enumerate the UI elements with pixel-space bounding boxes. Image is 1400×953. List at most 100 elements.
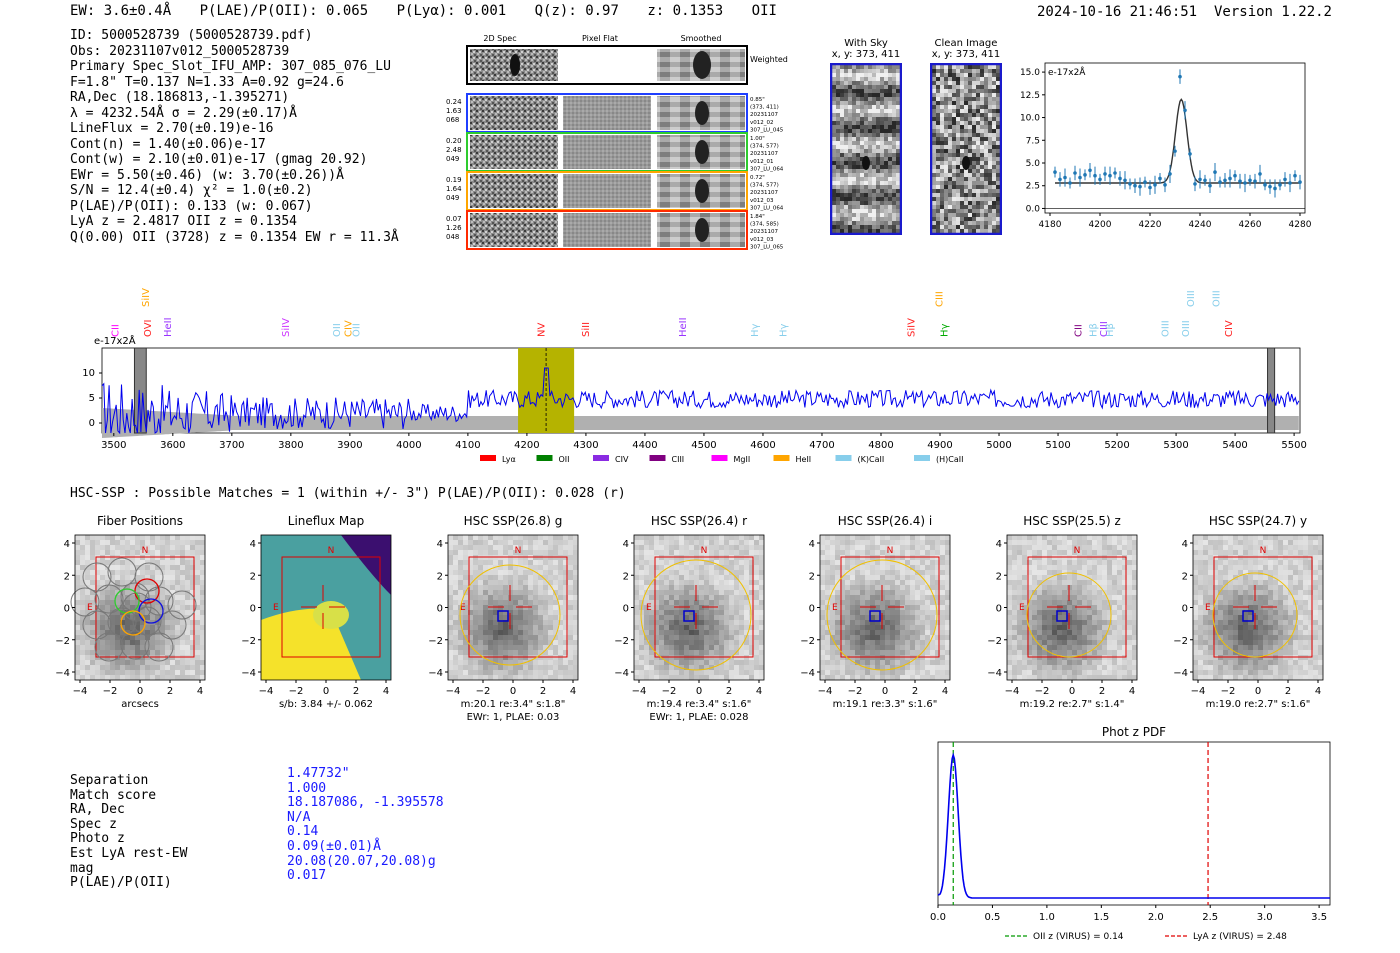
sky-pixel: [940, 213, 944, 217]
image-pixel: [925, 595, 931, 600]
image-pixel: [90, 615, 95, 620]
image-pixel: [552, 540, 558, 545]
sky-pixel: [960, 201, 964, 205]
image-pixel: [910, 630, 916, 635]
sky-pixel: [956, 117, 960, 121]
image-pixel: [497, 660, 503, 665]
sky-pixel: [836, 133, 840, 137]
image-pixel: [850, 625, 856, 630]
sky-pixel: [980, 229, 984, 233]
sky-pixel: [884, 89, 888, 93]
image-pixel: [920, 540, 926, 545]
sky-pixel: [860, 201, 864, 205]
image-pixel: [165, 630, 170, 635]
image-pixel: [195, 610, 200, 615]
image-pixel: [850, 620, 856, 625]
sky-pixel: [952, 69, 956, 73]
image-pixel: [643, 620, 649, 625]
sky-pixel: [840, 77, 844, 81]
sky-pixel: [884, 201, 888, 205]
image-pixel: [855, 575, 861, 580]
emission-line-label: OIII: [1160, 320, 1171, 337]
image-pixel: [517, 630, 523, 635]
image-pixel: [900, 580, 906, 585]
image-pixel: [743, 630, 749, 635]
sky-pixel: [892, 141, 896, 145]
panel-caption: m:19.4 re:3.4" s:1.6": [647, 699, 752, 710]
image-pixel: [638, 570, 644, 575]
image-pixel: [683, 670, 689, 675]
image-pixel: [915, 675, 921, 680]
image-pixel: [663, 620, 669, 625]
sky-pixel: [964, 209, 968, 213]
sky-pixel: [880, 205, 884, 209]
sky-pixel: [860, 97, 864, 101]
sky-pixel: [948, 97, 952, 101]
image-pixel: [663, 565, 669, 570]
image-pixel: [895, 570, 901, 575]
image-pixel: [945, 635, 951, 640]
image-pixel: [170, 535, 175, 540]
lineflux-blob: [313, 601, 350, 629]
image-pixel: [925, 675, 931, 680]
sky-pixel: [872, 197, 876, 201]
image-pixel: [572, 600, 578, 605]
sky-pixel: [844, 169, 848, 173]
image-pixel: [648, 630, 654, 635]
image-pixel: [185, 550, 190, 555]
image-pixel: [738, 610, 744, 615]
image-pixel: [512, 670, 518, 675]
image-pixel: [467, 615, 473, 620]
image-pixel: [738, 605, 744, 610]
image-pixel: [457, 645, 463, 650]
image-pixel: [80, 545, 85, 550]
sky-pixel: [960, 169, 964, 173]
image-pixel: [492, 560, 498, 565]
sky-pixel: [940, 77, 944, 81]
image-pixel: [572, 655, 578, 660]
sky-pixel: [936, 129, 940, 133]
sky-pixel: [972, 73, 976, 77]
image-pixel: [492, 540, 498, 545]
image-pixel: [105, 540, 110, 545]
image-pixel: [195, 545, 200, 550]
image-pixel: [75, 630, 80, 635]
sky-pixel: [992, 141, 996, 145]
image-pixel: [648, 675, 654, 680]
sky-pixel: [992, 89, 996, 93]
sky-pixel: [836, 81, 840, 85]
sky-pixel: [868, 89, 872, 93]
image-pixel: [85, 640, 90, 645]
image-pixel: [522, 600, 528, 605]
image-pixel: [890, 665, 896, 670]
sky-pixel: [896, 213, 900, 217]
sky-pixel: [936, 165, 940, 169]
image-pixel: [462, 565, 468, 570]
image-pixel: [145, 585, 150, 590]
image-pixel: [653, 605, 659, 610]
image-pixel: [738, 590, 744, 595]
image-pixel: [542, 570, 548, 575]
image-pixel: [703, 585, 709, 590]
sky-pixel: [932, 201, 936, 205]
image-pixel: [855, 570, 861, 575]
image-pixel: [723, 550, 729, 555]
sky-pixel: [888, 157, 892, 161]
image-pixel: [150, 605, 155, 610]
sky-pixel: [840, 121, 844, 125]
sky-pixel: [948, 125, 952, 129]
image-pixel: [653, 640, 659, 645]
sky-pixel: [980, 217, 984, 221]
sky-pixel: [984, 193, 988, 197]
sky-pixel: [936, 169, 940, 173]
image-pixel: [170, 575, 175, 580]
image-pixel: [467, 545, 473, 550]
image-pixel: [195, 675, 200, 680]
image-pixel: [537, 650, 543, 655]
sky-pixel: [944, 217, 948, 221]
image-pixel: [885, 575, 891, 580]
image-pixel: [718, 535, 724, 540]
image-pixel: [512, 665, 518, 670]
sky-pixel: [996, 221, 1000, 225]
sky-pixel: [872, 181, 876, 185]
